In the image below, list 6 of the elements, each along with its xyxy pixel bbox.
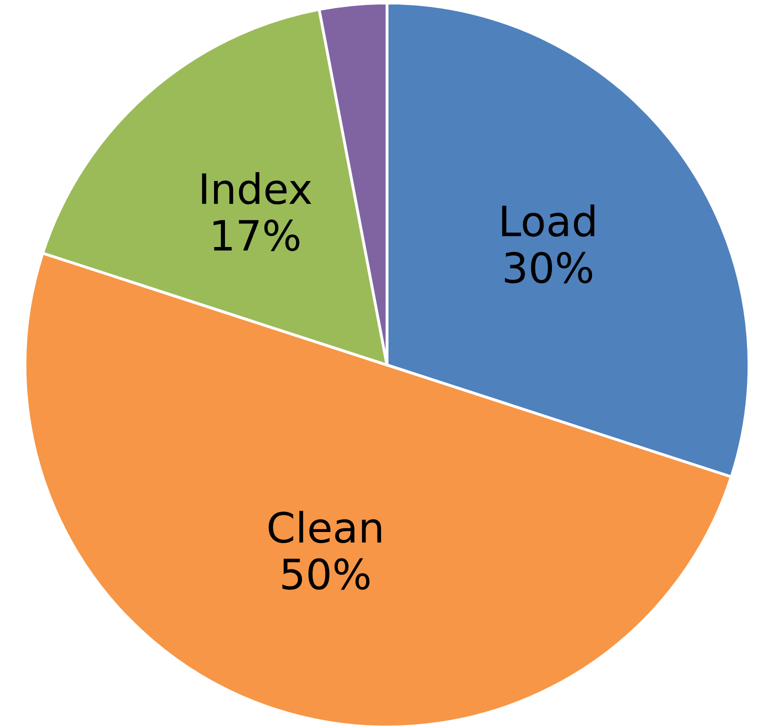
slice-label: Load xyxy=(502,204,594,237)
data-label: 30% xyxy=(504,252,592,284)
data-label: 17% xyxy=(214,220,300,252)
slice-label: Clean xyxy=(268,510,382,544)
slice-label: Index xyxy=(202,172,312,204)
data-label: 50% xyxy=(282,558,370,590)
